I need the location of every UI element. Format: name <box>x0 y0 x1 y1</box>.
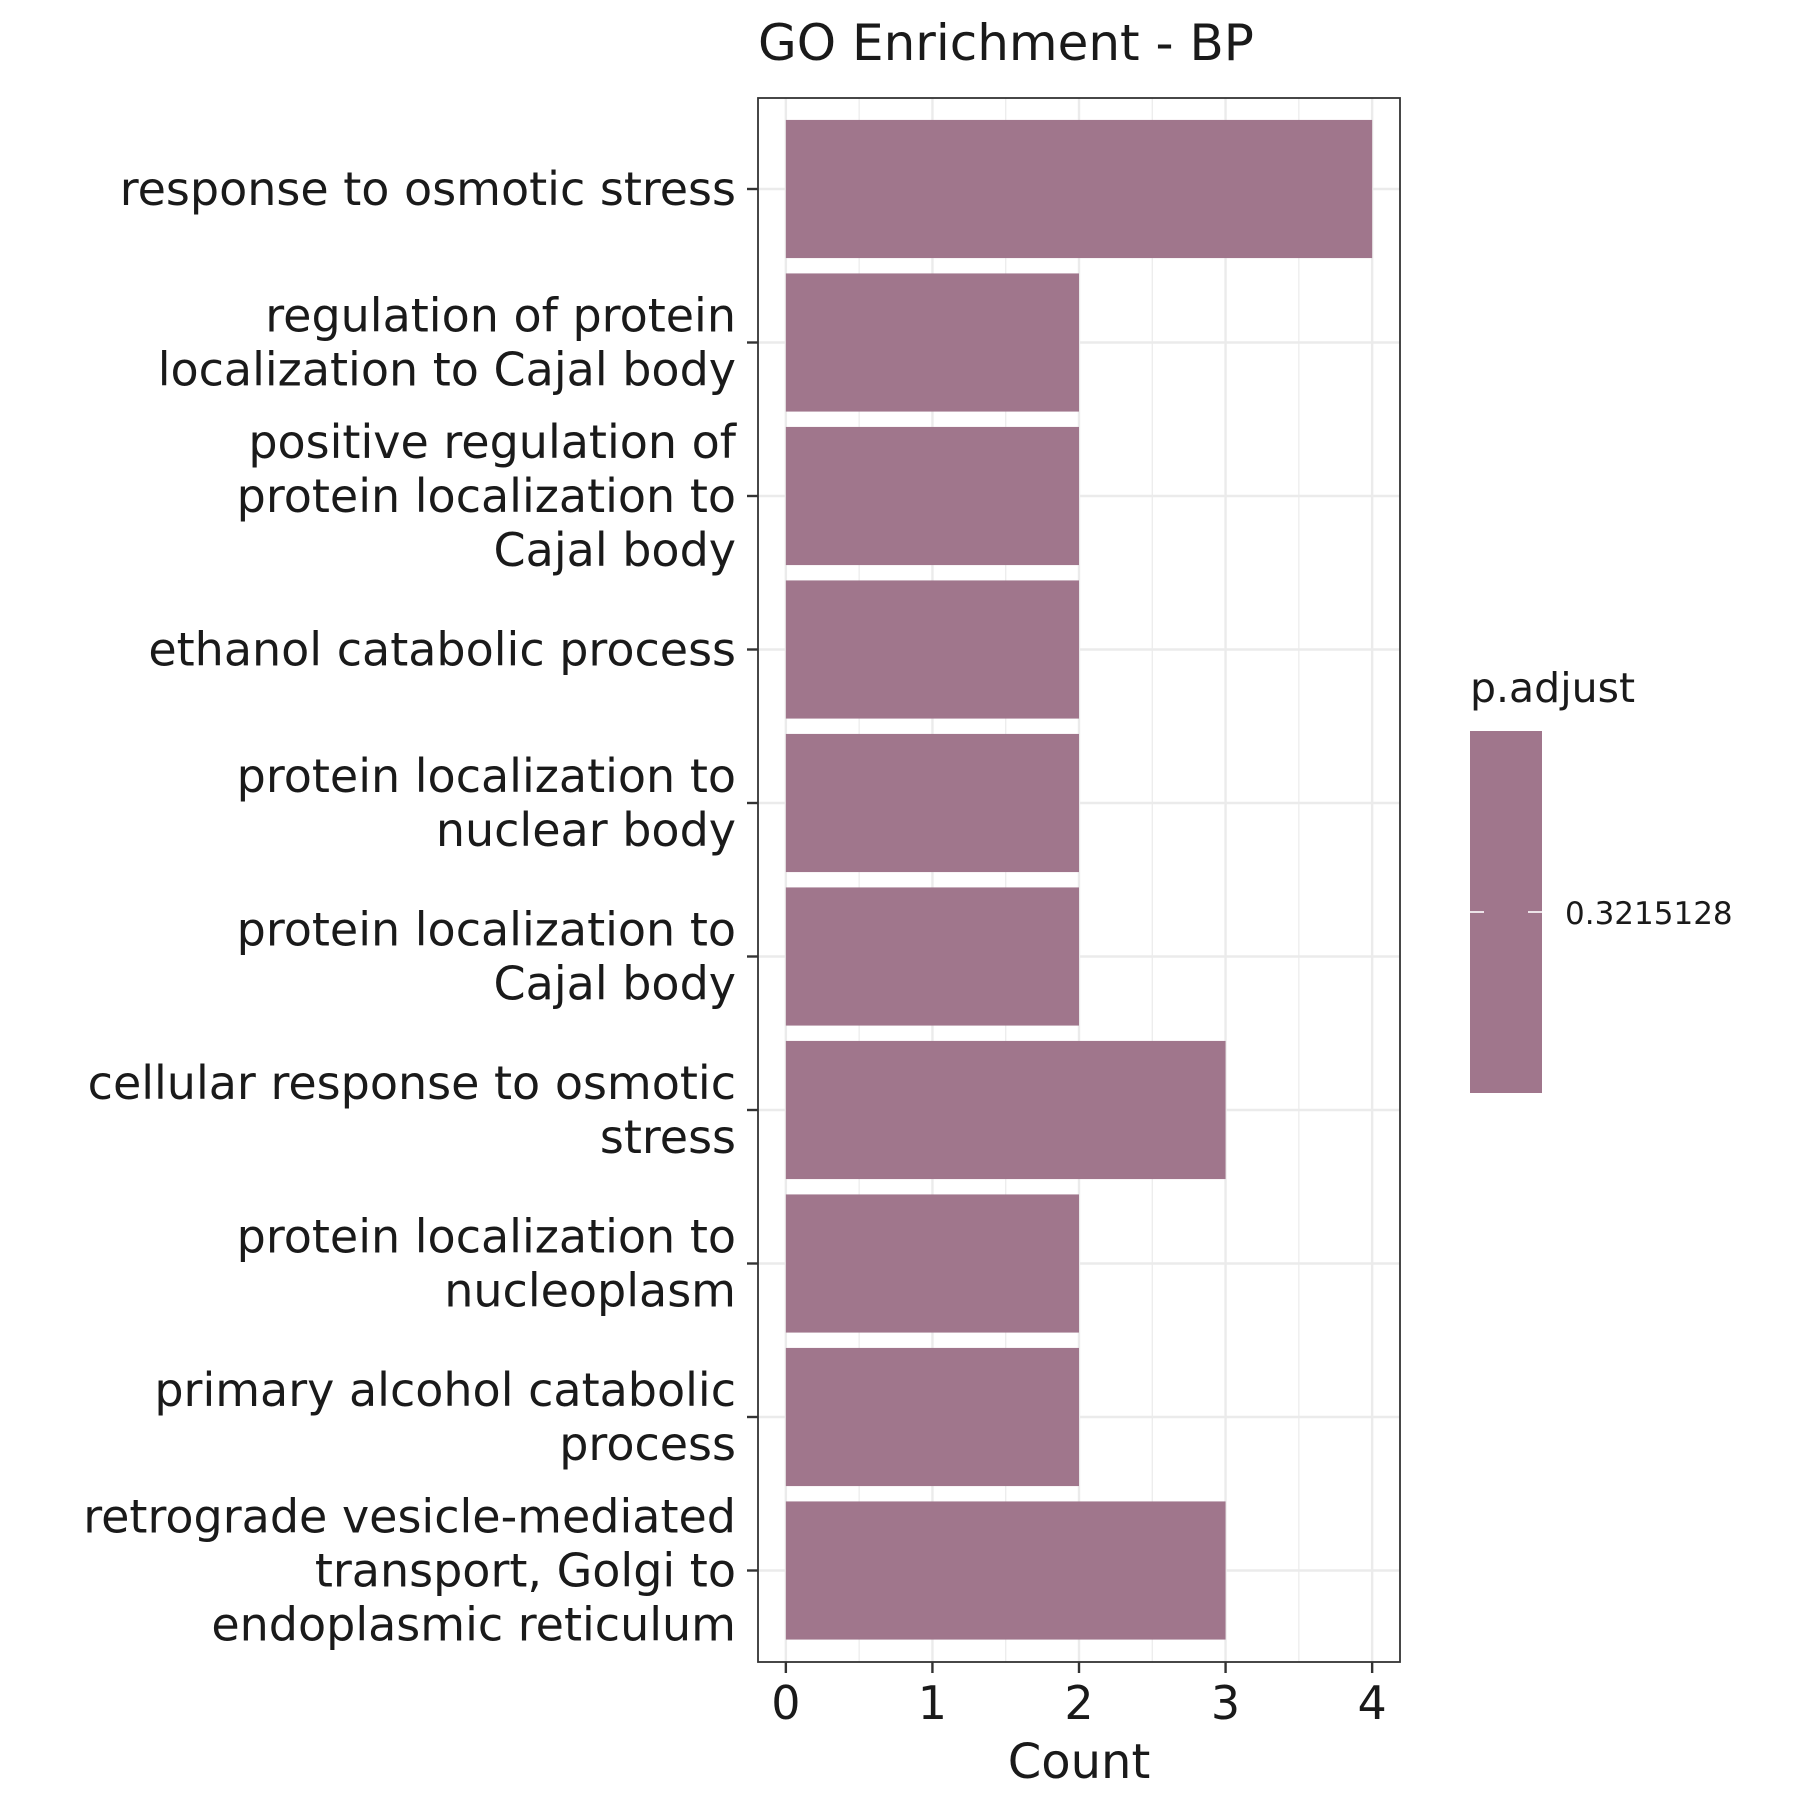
category-label-line: response to osmotic stress <box>120 162 736 216</box>
category-label: ethanol catabolic process <box>148 623 736 677</box>
category-label-line: process <box>559 1417 736 1471</box>
category-label: protein localization to nuclear body <box>237 749 736 857</box>
bar <box>785 1347 1079 1487</box>
legend: p.adjust 0.3215128 <box>1470 664 1733 1093</box>
bar <box>785 887 1079 1026</box>
category-label-line: nuclear body <box>436 803 736 857</box>
category-label-line: nucleoplasm <box>444 1264 736 1318</box>
chart-title: GO Enrichment - BP <box>758 14 1254 72</box>
category-label-line: retrograde vesicle-mediated <box>83 1490 736 1544</box>
bars <box>785 119 1373 1640</box>
category-label-line: stress <box>600 1110 736 1164</box>
bar <box>785 580 1079 719</box>
category-label-line: protein localization to <box>237 749 736 803</box>
x-tick-label: 2 <box>1064 1676 1093 1730</box>
x-tick-label: 3 <box>1211 1676 1240 1730</box>
category-label-line: ethanol catabolic process <box>148 623 736 677</box>
x-axis-title: Count <box>1008 1734 1151 1790</box>
bar <box>785 1194 1079 1333</box>
category-label-line: endoplasmic reticulum <box>211 1598 736 1652</box>
category-label-line: regulation of protein <box>265 289 736 343</box>
x-axis: 0 1 2 3 4 <box>771 1662 1387 1730</box>
category-label-line: Cajal body <box>494 957 736 1011</box>
category-label: protein localization to nucleoplasm <box>237 1210 736 1318</box>
category-label-line: transport, Golgi to <box>315 1544 736 1598</box>
category-label-line: protein localization to <box>237 469 736 523</box>
x-tick-label: 0 <box>771 1676 800 1730</box>
category-label-line: positive regulation of <box>248 415 737 469</box>
category-label: protein localization to Cajal body <box>237 903 736 1011</box>
category-label: response to osmotic stress <box>120 162 736 216</box>
category-label-line: cellular response to osmotic <box>88 1056 736 1110</box>
category-label-line: protein localization to <box>237 1210 736 1264</box>
bar <box>785 119 1373 259</box>
x-tick-label: 4 <box>1358 1676 1387 1730</box>
category-label: primary alcohol catabolic process <box>154 1363 736 1471</box>
category-label-line: Cajal body <box>494 523 736 577</box>
category-label-line: protein localization to <box>237 903 736 957</box>
bar <box>785 733 1079 873</box>
bar <box>785 273 1079 412</box>
x-tick-label: 1 <box>918 1676 947 1730</box>
bar <box>785 426 1079 566</box>
category-label-line: localization to Cajal body <box>158 343 736 397</box>
category-label: cellular response to osmotic stress <box>88 1056 736 1164</box>
legend-tick-label: 0.3215128 <box>1565 896 1733 932</box>
category-label: positive regulation of protein localizati… <box>237 415 738 577</box>
category-label: retrograde vesicle-mediated transport, Go… <box>83 1490 736 1652</box>
category-label: regulation of protein localization to Caj… <box>158 289 736 397</box>
category-label-line: primary alcohol catabolic <box>154 1363 736 1417</box>
bar <box>785 1501 1226 1640</box>
legend-title: p.adjust <box>1470 664 1635 712</box>
y-axis: response to osmotic stress regulation of … <box>83 162 758 1652</box>
bar <box>785 1040 1226 1180</box>
